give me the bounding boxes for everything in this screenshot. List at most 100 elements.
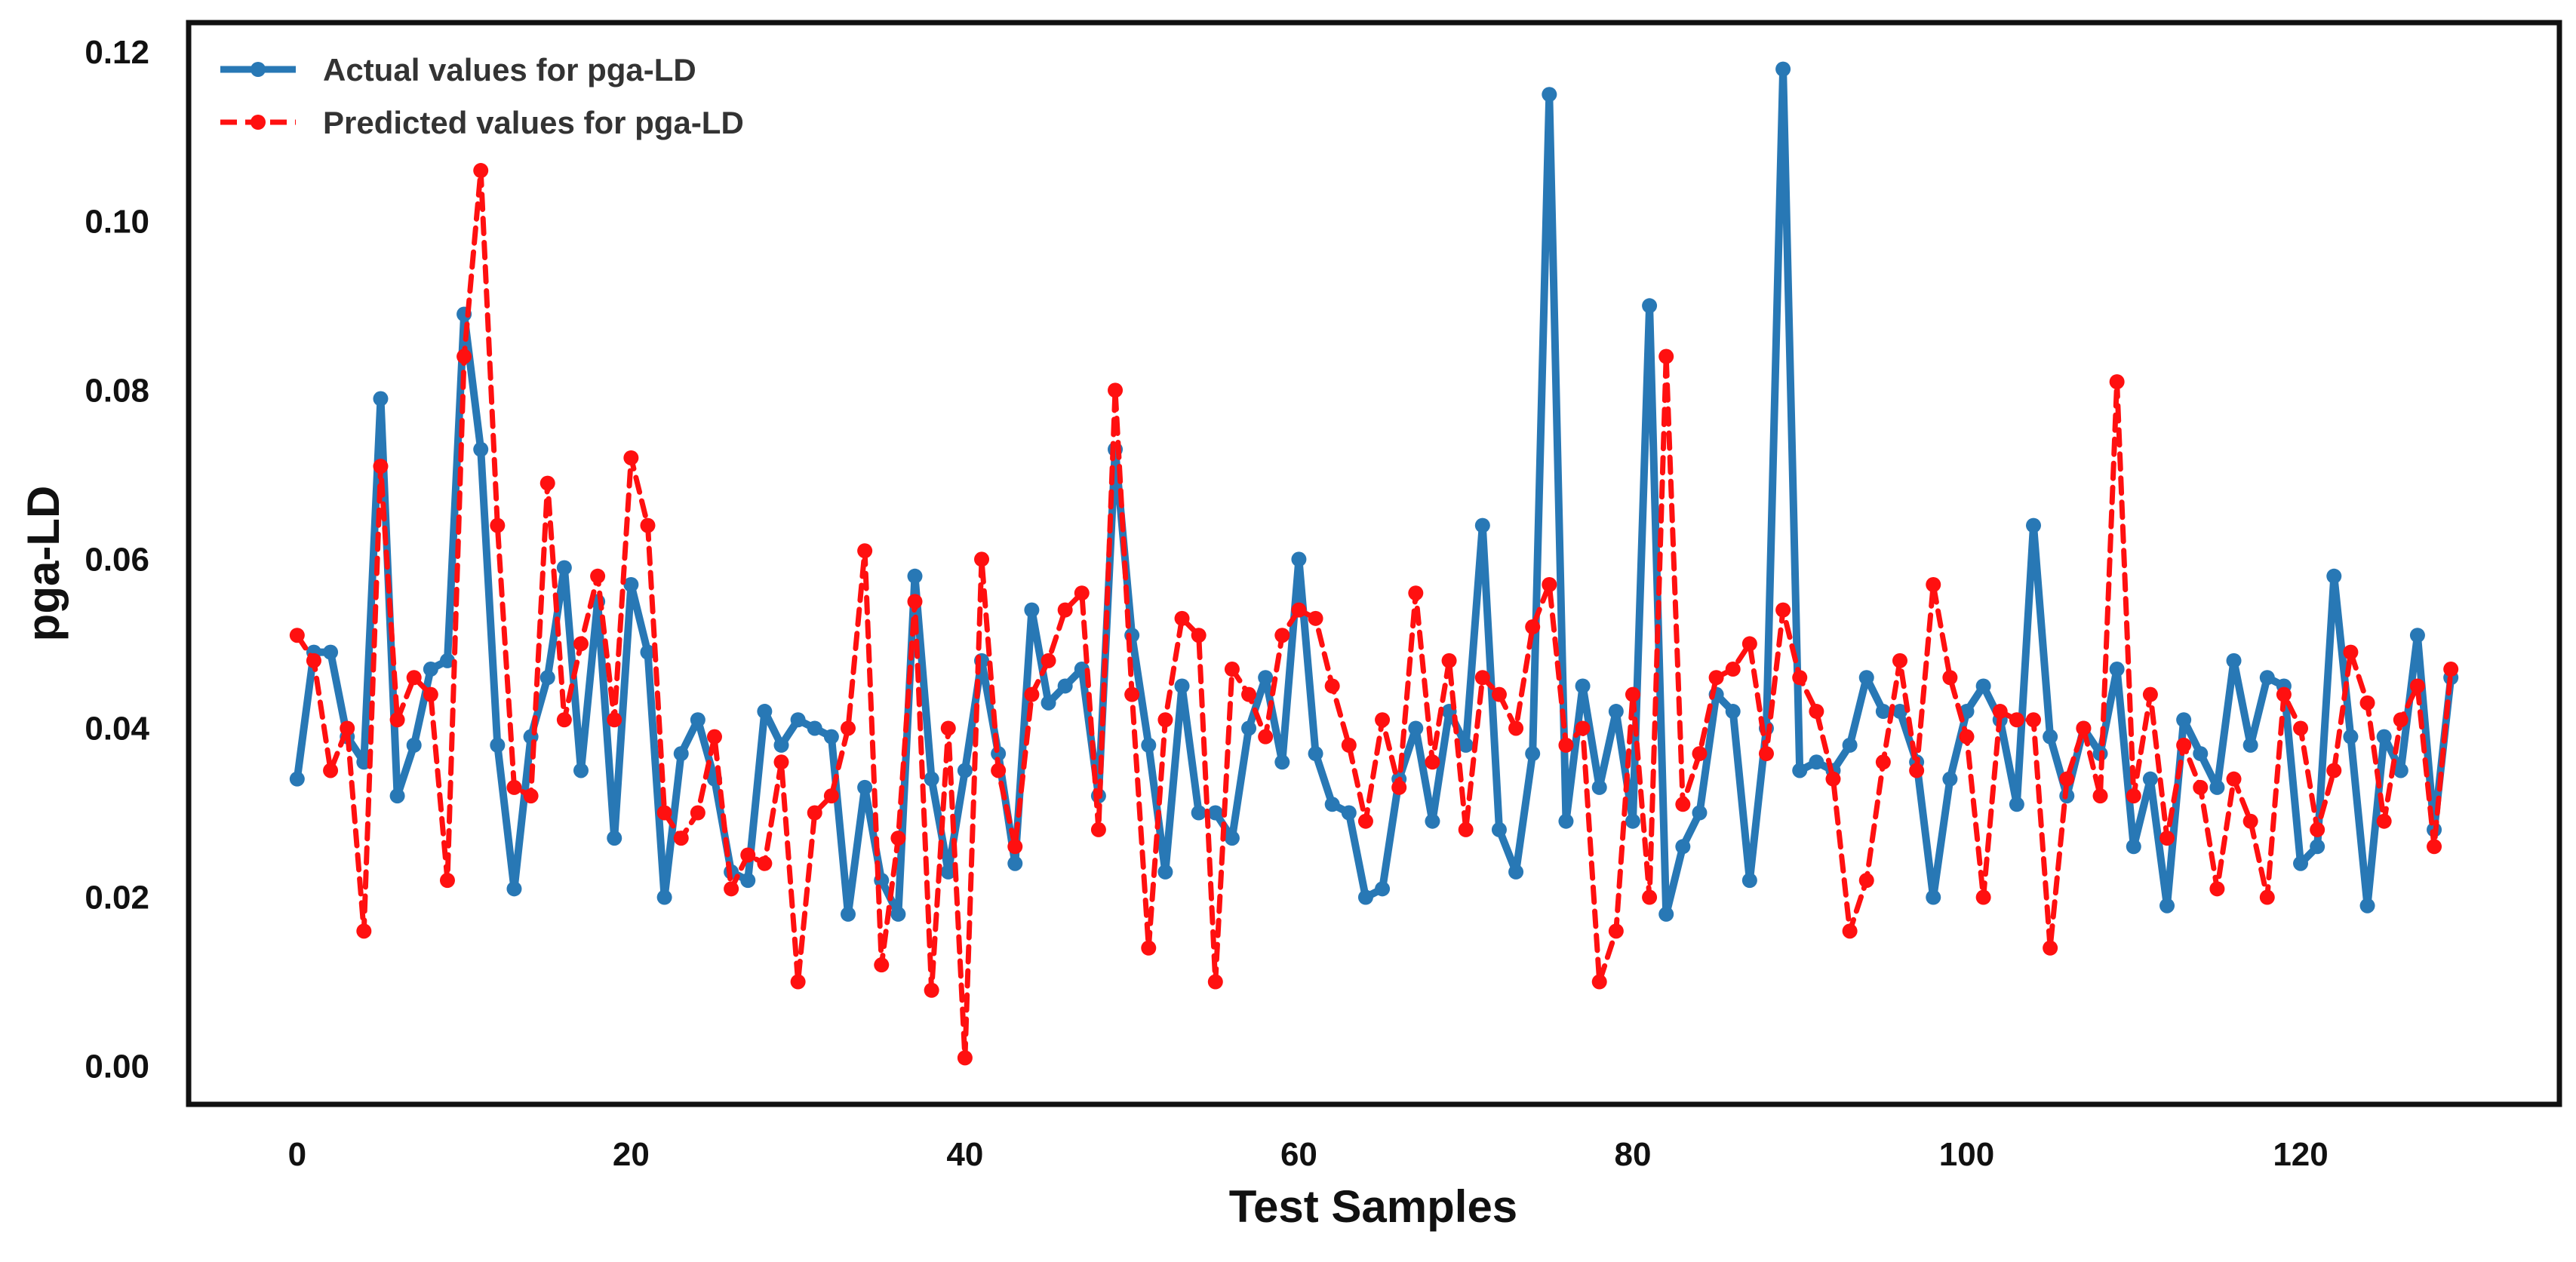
- data-point: [2376, 729, 2392, 745]
- data-point: [1458, 821, 1474, 837]
- data-point: [1792, 763, 1808, 778]
- data-point: [573, 763, 589, 778]
- data-point: [373, 459, 389, 474]
- data-point: [640, 517, 656, 533]
- data-point: [2159, 831, 2175, 846]
- data-point: [907, 594, 923, 610]
- data-point: [2126, 839, 2141, 855]
- data-point: [1425, 754, 1440, 770]
- data-point: [740, 847, 756, 863]
- data-point: [2193, 746, 2209, 762]
- x-tick-label: 0: [288, 1136, 306, 1173]
- data-point: [1926, 577, 1941, 593]
- data-point: [439, 652, 455, 668]
- data-point: [2310, 821, 2325, 837]
- x-tick-label: 20: [613, 1136, 650, 1173]
- data-point: [907, 568, 923, 584]
- series-predicted: [289, 163, 2459, 1066]
- data-point: [2176, 737, 2192, 753]
- data-point: [1441, 652, 1457, 668]
- data-point: [1024, 686, 1040, 702]
- data-point: [1224, 831, 1240, 846]
- data-point: [623, 577, 639, 593]
- data-point: [773, 754, 789, 770]
- data-point: [2159, 898, 2175, 913]
- data-point: [790, 974, 806, 990]
- data-point: [607, 712, 622, 728]
- data-point: [773, 737, 789, 753]
- data-point: [1658, 349, 1674, 364]
- data-point: [857, 543, 873, 559]
- data-point: [924, 771, 939, 787]
- data-point: [2409, 678, 2425, 694]
- data-point: [1258, 729, 1274, 745]
- data-point: [1809, 704, 1824, 720]
- data-point: [2109, 662, 2125, 677]
- data-point: [1141, 940, 1157, 956]
- data-point: [590, 568, 606, 584]
- data-point: [1024, 602, 1040, 618]
- data-point: [690, 805, 705, 821]
- x-tick-label: 60: [1280, 1136, 1317, 1173]
- data-point: [1074, 585, 1090, 601]
- data-point: [523, 788, 539, 804]
- legend-label-actual: Actual values for pga-LD: [323, 52, 696, 88]
- data-point: [1542, 577, 1557, 593]
- data-point: [2043, 729, 2058, 745]
- data-point: [757, 704, 773, 720]
- data-point: [1892, 704, 1907, 720]
- data-point: [1942, 670, 1958, 686]
- data-point: [1992, 704, 2008, 720]
- data-point: [2026, 712, 2042, 728]
- data-point: [1875, 754, 1891, 770]
- data-point: [857, 779, 873, 795]
- data-point: [640, 644, 656, 660]
- data-point: [690, 712, 705, 728]
- data-point: [306, 652, 321, 668]
- data-point: [1324, 678, 1340, 694]
- data-point: [1642, 889, 1658, 905]
- x-tick-label: 120: [2273, 1136, 2328, 1173]
- data-point: [1675, 797, 1691, 812]
- series-layer: [289, 61, 2459, 1066]
- data-point: [406, 670, 422, 686]
- data-point: [1474, 670, 1490, 686]
- data-point: [841, 720, 856, 736]
- data-point: [2226, 652, 2242, 668]
- data-point: [706, 729, 722, 745]
- data-point: [1825, 771, 1841, 787]
- data-point: [556, 712, 572, 728]
- data-point: [1041, 695, 1056, 711]
- data-point: [1842, 923, 1858, 939]
- data-point: [1508, 720, 1524, 736]
- data-point: [1975, 678, 1991, 694]
- data-point: [1174, 678, 1190, 694]
- data-point: [1308, 610, 1323, 626]
- data-point: [1575, 678, 1591, 694]
- data-point: [1692, 746, 1708, 762]
- data-point: [940, 720, 956, 736]
- data-point: [1892, 652, 1907, 668]
- data-point: [1474, 517, 1490, 533]
- data-point: [1458, 737, 1474, 753]
- data-point: [607, 831, 622, 846]
- data-point: [2359, 898, 2375, 913]
- data-point: [890, 831, 906, 846]
- data-point: [940, 864, 956, 880]
- data-point: [1858, 873, 1874, 889]
- data-point: [1942, 771, 1958, 787]
- y-tick-label: 0.08: [85, 372, 149, 409]
- data-point: [2259, 670, 2275, 686]
- data-point: [673, 831, 689, 846]
- data-point: [1741, 873, 1757, 889]
- data-point: [2092, 788, 2108, 804]
- y-tick-label: 0.02: [85, 880, 149, 917]
- data-point: [490, 517, 506, 533]
- data-point: [1391, 779, 1407, 795]
- data-point: [1041, 652, 1056, 668]
- data-point: [656, 889, 672, 905]
- data-point: [823, 788, 839, 804]
- data-point: [1608, 704, 1624, 720]
- data-point: [1408, 720, 1424, 736]
- data-point: [1108, 382, 1124, 398]
